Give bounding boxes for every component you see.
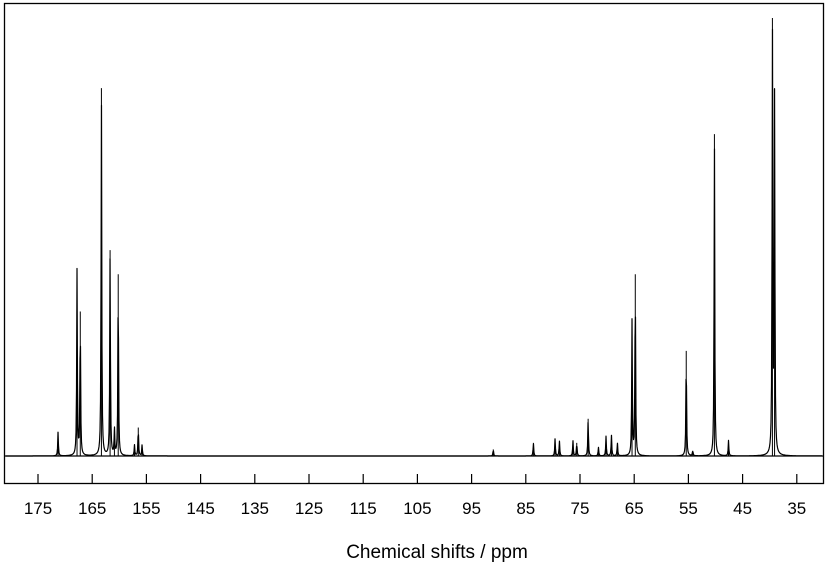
x-tick-label-155: 155: [132, 499, 160, 518]
x-tick-label-75: 75: [571, 499, 590, 518]
x-tick-label-65: 65: [625, 499, 644, 518]
x-tick-label-175: 175: [24, 499, 52, 518]
x-axis-title: Chemical shifts / ppm: [346, 542, 528, 563]
x-tick-label-135: 135: [241, 499, 269, 518]
x-tick-label-95: 95: [462, 499, 481, 518]
x-tick-label-125: 125: [295, 499, 323, 518]
x-tick-label-85: 85: [516, 499, 535, 518]
x-tick-label-165: 165: [78, 499, 106, 518]
x-tick-label-105: 105: [403, 499, 431, 518]
x-tick-labels: 175 165 155 145 135 125 115 105 95 85 75 65 55 45 35: [24, 499, 806, 518]
x-tick-label-55: 55: [679, 499, 698, 518]
x-tick-label-115: 115: [350, 499, 377, 518]
x-tick-label-35: 35: [787, 499, 806, 518]
x-tick-label-145: 145: [186, 499, 214, 518]
x-tick-label-45: 45: [733, 499, 752, 518]
x-ticks: [37, 474, 798, 484]
plot-frame: [3, 2, 825, 485]
